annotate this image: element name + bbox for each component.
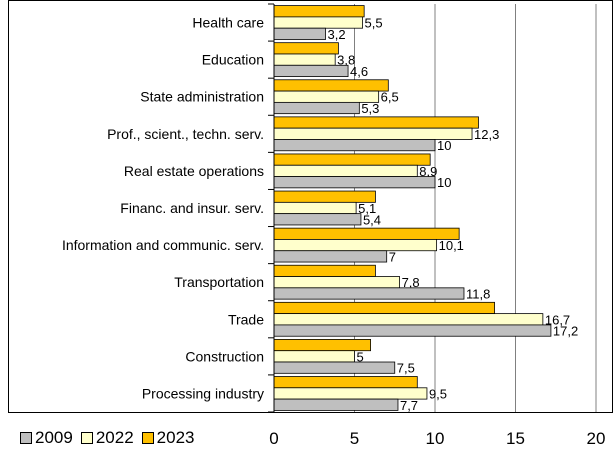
data-label: 6,5 [381,90,399,105]
data-label: 16,7 [545,312,570,327]
legend-label-2009: 2009 [35,428,73,447]
bar [273,27,326,40]
bar [273,376,418,389]
data-label: 5,3 [361,101,379,116]
category-label: State administration [140,89,264,105]
legend-item-2022: 2022 [80,428,134,448]
bar [273,213,362,226]
bar [273,153,431,166]
category-label: Education [202,52,264,68]
data-label: 5,1 [358,201,376,216]
data-label: 4,6 [350,64,368,79]
bar [273,239,438,252]
bar [273,301,495,315]
legend-item-2023: 2023 [141,428,195,448]
bar [273,287,465,300]
bar [273,176,436,189]
bar [273,313,544,326]
category-label: Real estate operations [124,163,264,179]
x-tick-label: 10 [426,429,445,448]
legend-swatch-2022 [80,432,93,444]
bar [273,227,460,240]
data-label: 17,2 [553,324,578,339]
bar [273,101,360,115]
data-label: 3,2 [328,27,346,42]
legend-item-2009: 2009 [20,428,73,448]
bar [273,164,418,177]
bar [273,250,388,263]
bar [273,264,376,277]
data-label: 5,4 [363,212,381,227]
chart-legend: 2009 2022 2023 [20,428,194,448]
category-label: Financ. and insur. serv. [120,200,264,216]
legend-swatch-2023 [141,432,154,444]
x-tick-label: 20 [587,429,606,448]
data-label: 7,7 [400,398,418,413]
data-label: 3,8 [337,53,355,68]
data-label: 11,8 [466,286,490,301]
data-label: 8,9 [419,164,437,179]
data-label: 7,8 [402,275,420,290]
data-label: 10,1 [439,238,464,253]
legend-swatch-2009 [20,432,32,444]
data-label: 10 [437,175,451,190]
bar [273,324,552,337]
legend-label-2022: 2022 [95,428,134,447]
bar [273,5,365,18]
legend-label-2023: 2023 [156,428,195,447]
category-label: Transportation [174,274,264,290]
bar [273,53,336,66]
x-tick-label: 5 [350,429,359,448]
bar [273,116,479,129]
category-label: Health care [192,15,264,31]
category-label: Construction [185,348,264,364]
bar [273,42,339,55]
data-label: 12,3 [474,127,499,142]
category-label: Processing industry [142,385,264,401]
data-label: 9,5 [429,386,447,401]
x-tick-label: 15 [506,429,525,448]
bar [273,350,355,363]
bar [273,276,400,289]
data-label: 5,5 [365,16,383,31]
bar [273,64,349,77]
category-label: Information and communic. serv. [62,237,264,253]
category-label: Prof., scient., techn. serv. [107,126,264,142]
data-label: 10 [437,138,451,153]
bar [273,361,396,374]
data-label: 7,5 [397,361,415,376]
bar [273,139,436,152]
data-label: 7 [389,249,396,264]
bar [273,16,363,29]
bar [273,398,399,411]
bar [273,201,357,215]
data-label: 5 [357,349,364,364]
bar [273,79,389,92]
category-label: Trade [228,311,264,327]
x-tick-label: 0 [269,429,278,448]
